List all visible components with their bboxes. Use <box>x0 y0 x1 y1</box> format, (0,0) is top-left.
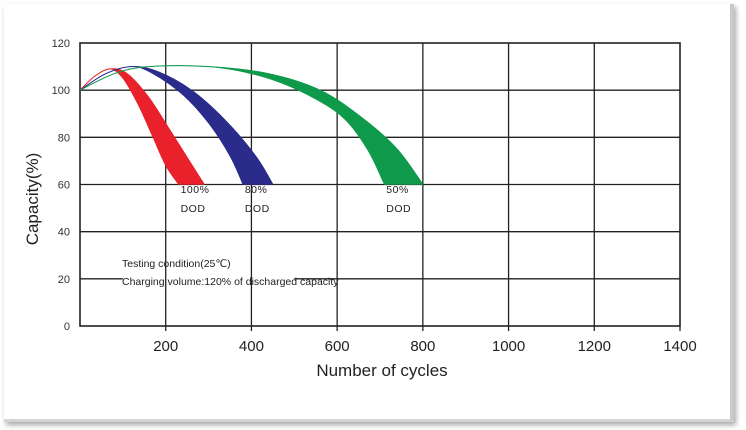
dod-text-label: DOD <box>181 203 206 215</box>
series-areas <box>79 65 424 185</box>
testing-condition-note: Testing condition(25℃) <box>122 258 231 270</box>
y-tick-label: 0 <box>64 321 70 333</box>
charging-volume-note: Charging volume:120% of discharged capac… <box>122 276 339 288</box>
x-tick-label: 800 <box>410 338 435 355</box>
y-tick-label: 80 <box>58 132 70 144</box>
dod-text-label: DOD <box>245 203 270 215</box>
x-tick-label: 1000 <box>492 338 525 355</box>
y-tick-label: 40 <box>58 227 70 239</box>
dod-percent-label: 80% <box>245 184 268 196</box>
dod-text-label: DOD <box>386 203 411 215</box>
y-axis-title: Capacity(%) <box>23 153 42 246</box>
x-tick-label: 200 <box>153 338 178 355</box>
dod-percent-label: 50% <box>386 184 409 196</box>
x-axis-title: Number of cycles <box>316 361 447 380</box>
x-tick-label: 1200 <box>578 338 611 355</box>
y-tick-label: 20 <box>58 274 70 286</box>
labels: 0 20 40 60 80 100 120 200 400 600 800 1000 1200 1400 1… <box>52 38 697 355</box>
series-line-3 <box>79 65 424 185</box>
plot-border <box>79 42 681 327</box>
y-tick-label: 120 <box>52 38 70 50</box>
x-tick-label: 600 <box>325 338 350 355</box>
x-tick-label: 400 <box>239 338 264 355</box>
series-line-1 <box>79 68 205 185</box>
dod-percent-label: 100% <box>181 184 210 196</box>
x-tick-label: 1400 <box>663 338 696 355</box>
y-tick-label: 60 <box>58 180 70 192</box>
series-line-2 <box>79 66 274 185</box>
y-tick-label: 100 <box>52 85 70 97</box>
